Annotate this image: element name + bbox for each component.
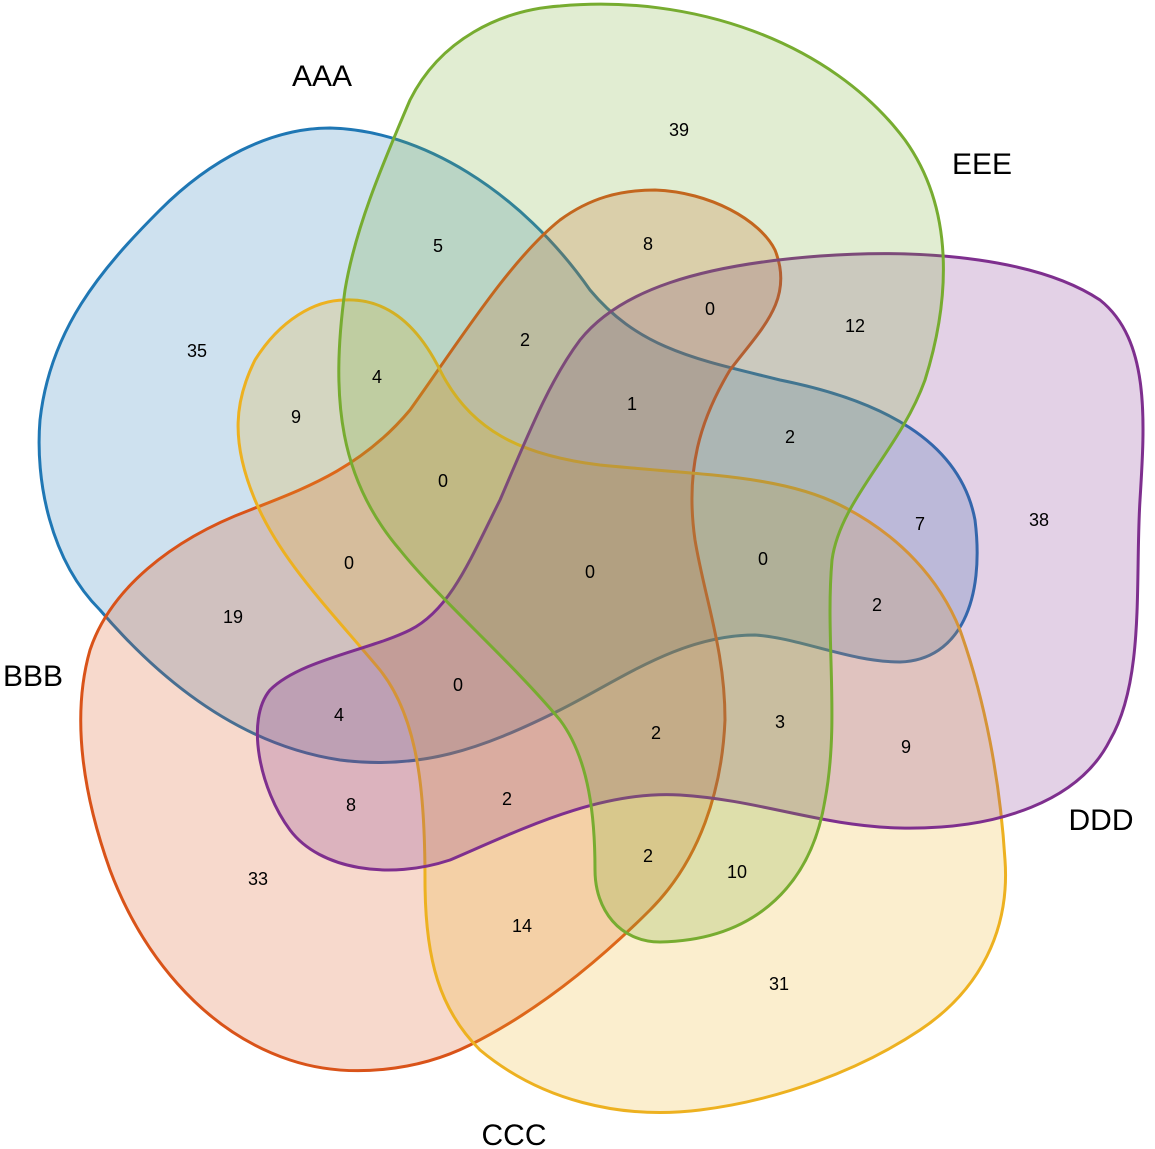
region-count-aaa-ddd-eee: 2 (785, 427, 795, 447)
region-count-ccc-eee: 10 (727, 862, 747, 882)
region-count-ccc-ddd: 9 (901, 737, 911, 757)
set-shape-bbb (79, 188, 783, 1073)
region-count-aaa-bbb-ccc-eee: 0 (438, 471, 448, 491)
region-count-aaa-bbb-ddd: 4 (334, 705, 344, 725)
set-shape-ccc (236, 298, 1008, 1114)
region-count-bbb-ddd-eee: 0 (705, 299, 715, 319)
set-labels: AAA BBB CCC DDD EEE (3, 60, 1134, 1149)
set-label-aaa: AAA (292, 60, 352, 93)
region-count-aaa-eee: 5 (433, 236, 443, 256)
set-label-ddd: DDD (1069, 804, 1134, 837)
set-label-eee: EEE (952, 148, 1012, 181)
region-count-ddd-eee: 12 (845, 316, 865, 336)
region-count-aaa-bbb-eee: 2 (520, 330, 530, 350)
region-count-aaa-ddd: 7 (915, 514, 925, 534)
region-count-aaa-bbb-ddd-eee: 1 (627, 394, 637, 414)
region-count-ccc: 31 (769, 974, 789, 994)
region-count-aaa-ccc-ddd: 2 (872, 595, 882, 615)
region-count-bbb-ccc: 14 (512, 916, 532, 936)
set-label-bbb: BBB (3, 660, 63, 693)
region-count-bbb: 33 (248, 869, 268, 889)
set-shapes (37, 2, 1145, 1114)
region-count-aaa-ccc-eee: 4 (372, 367, 382, 387)
region-count-ddd: 38 (1029, 510, 1049, 530)
region-count-aaa-bbb-ccc: 0 (344, 553, 354, 573)
region-count-aaa-bbb-ccc-ddd: 0 (453, 675, 463, 695)
region-count-bbb-ccc-eee: 2 (643, 846, 653, 866)
set-shape-eee (337, 2, 945, 944)
set-shape-aaa (37, 126, 979, 765)
region-count-bbb-eee: 8 (643, 234, 653, 254)
region-count-bbb-ccc-ddd: 2 (502, 789, 512, 809)
region-count-eee: 39 (669, 120, 689, 140)
region-count-aaa: 35 (187, 341, 207, 361)
set-shape-ddd (255, 252, 1145, 872)
region-count-ccc-ddd-eee: 3 (775, 712, 785, 732)
region-count-aaa-ccc: 9 (291, 407, 301, 427)
set-label-ccc: CCC (482, 1119, 547, 1149)
region-count-aaa-bbb-ccc-ddd-eee: 0 (585, 562, 595, 582)
region-count-aaa-ccc-ddd-eee: 0 (758, 549, 768, 569)
region-count-aaa-bbb: 19 (223, 607, 243, 627)
region-count-bbb-ddd: 8 (346, 795, 356, 815)
region-count-bbb-ccc-ddd-eee: 2 (651, 723, 661, 743)
